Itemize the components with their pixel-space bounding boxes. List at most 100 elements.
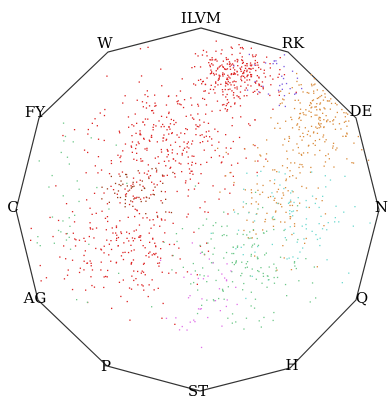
point-dot <box>323 126 325 128</box>
point-dot <box>254 90 256 92</box>
point-dot <box>208 92 210 94</box>
point-dot <box>258 76 260 78</box>
point-dot <box>284 283 287 286</box>
point-dot <box>122 251 124 254</box>
point-dot <box>246 69 248 71</box>
point-dot <box>296 77 299 79</box>
point-dot <box>206 242 208 244</box>
point-dot <box>110 162 113 165</box>
point-dot <box>262 206 264 209</box>
point-dot <box>48 186 50 188</box>
point-dot <box>176 190 178 193</box>
point-dot <box>173 243 175 246</box>
point-dot <box>130 187 132 189</box>
point-dot <box>272 319 274 322</box>
point-dot <box>254 251 256 253</box>
point-dot <box>137 170 139 172</box>
point-dot <box>231 281 234 283</box>
point-dot <box>311 195 314 197</box>
point-dot <box>218 155 221 157</box>
point-dot <box>227 317 229 319</box>
point-dot <box>171 152 173 154</box>
point-dot <box>292 175 294 177</box>
point-dot <box>257 189 259 191</box>
point-dot <box>178 162 180 164</box>
point-dot <box>191 164 193 166</box>
point-dot <box>275 202 278 204</box>
point-dot <box>196 312 199 315</box>
point-dot <box>148 176 150 178</box>
point-dot <box>118 272 120 274</box>
point-dot <box>299 102 301 104</box>
point-dot <box>200 346 203 349</box>
point-dot <box>281 83 283 85</box>
point-dot <box>273 199 275 201</box>
point-dot <box>190 97 192 99</box>
point-dot <box>119 132 121 134</box>
point-dot <box>297 197 299 199</box>
point-dot <box>327 100 329 102</box>
point-dot <box>151 168 153 170</box>
point-dot <box>232 73 235 75</box>
point-dot <box>250 74 253 76</box>
point-dot <box>230 73 233 75</box>
point-dot <box>151 306 153 308</box>
point-dot <box>269 63 271 65</box>
point-dot <box>155 104 157 107</box>
point-dot <box>248 212 250 214</box>
point-dot <box>186 151 188 153</box>
point-dot <box>213 300 215 302</box>
point-dot <box>183 141 185 143</box>
point-dot <box>348 120 350 122</box>
point-dot <box>345 135 347 137</box>
point-dot <box>157 287 159 289</box>
point-dot <box>254 81 256 83</box>
point-dot <box>266 139 268 141</box>
point-dot <box>60 231 62 233</box>
point-dot <box>158 162 160 164</box>
point-dot <box>305 218 308 220</box>
point-dot <box>271 243 273 246</box>
point-dot <box>205 135 207 137</box>
point-dot <box>143 187 145 189</box>
point-dot <box>212 185 214 187</box>
point-dot <box>332 123 334 125</box>
point-dot <box>257 245 259 248</box>
point-dot <box>177 100 179 102</box>
point-dot <box>300 84 302 86</box>
point-dot <box>196 283 198 285</box>
point-dot <box>272 216 274 218</box>
point-dot <box>270 84 272 86</box>
point-dot <box>289 170 291 172</box>
point-dot <box>133 198 135 200</box>
point-dot <box>217 269 220 271</box>
point-dot <box>176 134 178 136</box>
point-dot <box>341 282 343 284</box>
point-dot <box>284 105 286 108</box>
point-dot <box>357 135 359 138</box>
point-dot <box>210 156 212 159</box>
point-dot <box>220 53 222 55</box>
point-dot <box>231 47 233 49</box>
point-dot <box>246 75 248 78</box>
point-dot <box>243 75 245 77</box>
point-dot <box>291 118 293 121</box>
point-dot <box>233 92 235 94</box>
point-dot <box>274 197 276 199</box>
point-dot <box>103 252 105 254</box>
point-dot <box>127 216 129 218</box>
point-dot <box>228 61 231 63</box>
point-dot <box>229 192 231 194</box>
point-dot <box>244 64 246 67</box>
point-dot <box>225 57 227 59</box>
point-dot <box>135 144 138 146</box>
point-dot <box>226 234 228 237</box>
point-dot <box>258 66 260 69</box>
point-dot <box>311 230 313 232</box>
point-dot <box>215 222 217 224</box>
point-dot <box>141 101 144 103</box>
point-dot <box>289 88 291 90</box>
point-dot <box>318 123 320 125</box>
point-dot <box>222 289 224 292</box>
point-dot <box>60 151 62 154</box>
